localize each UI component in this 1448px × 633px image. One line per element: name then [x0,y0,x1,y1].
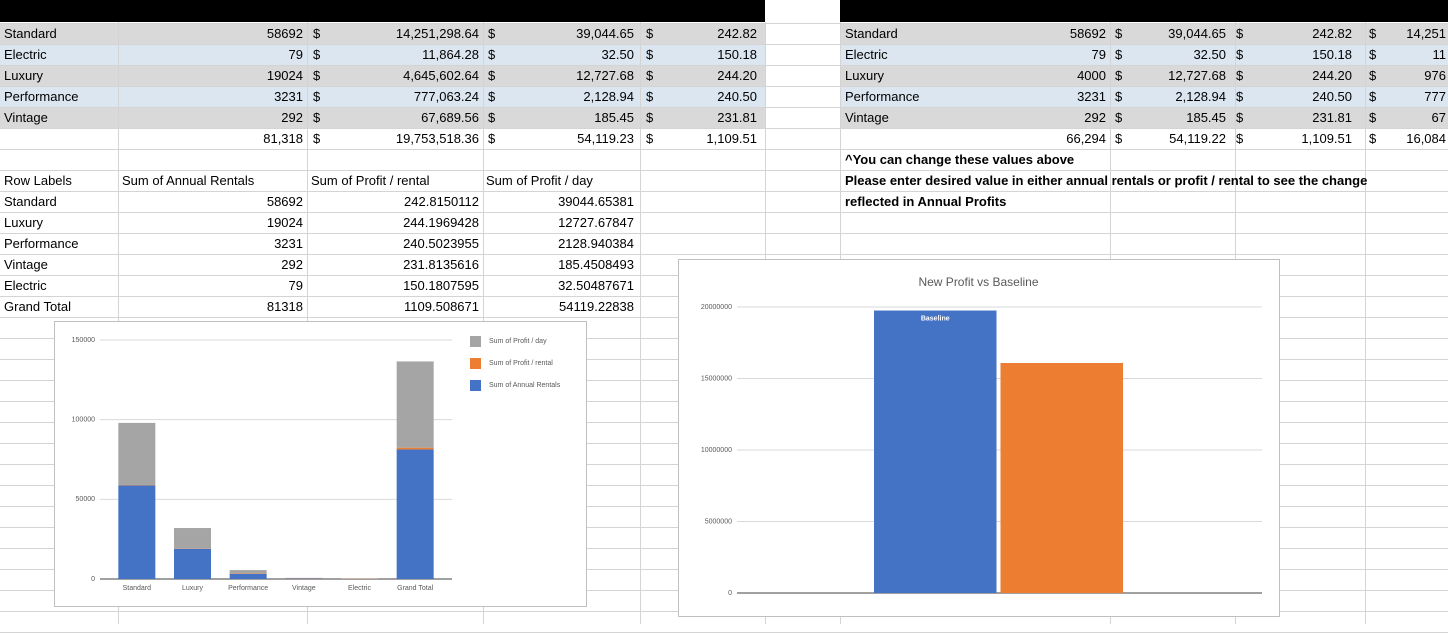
bar-segment [230,570,267,573]
legend-swatch [470,358,481,369]
bar-segment [118,423,155,485]
bar-segment [397,361,434,447]
y-tick-label: 20000000 [701,304,732,311]
x-tick-label: Grand Total [397,585,434,592]
bar-label: Baseline [921,315,950,322]
x-tick-label: Standard [123,585,152,592]
x-tick-label: Luxury [182,585,204,592]
bar-segment [174,528,211,548]
chart-title: New Profit vs Baseline [918,275,1038,289]
legend-swatch [470,380,481,391]
y-tick-label: 0 [91,576,95,583]
x-tick-label: Vintage [292,585,316,592]
y-tick-label: 50000 [76,496,96,503]
bar [1001,363,1124,593]
bar-segment [118,485,155,579]
x-tick-label: Performance [228,585,268,592]
legend-label: Sum of Profit / day [489,338,547,345]
bar-segment [174,549,211,579]
legend-label: Sum of Annual Rentals [489,382,561,389]
y-tick-label: 150000 [72,337,95,344]
legend-swatch [470,336,481,347]
y-tick-label: 10000000 [701,447,732,454]
y-tick-label: 100000 [72,417,95,424]
y-tick-label: 15000000 [701,375,732,382]
bar-segment [397,449,434,579]
x-tick-label: Electric [348,585,371,592]
bar [874,311,997,593]
bar-segment [230,574,267,579]
bar-segment [397,448,434,450]
legend-label: Sum of Profit / rental [489,360,553,367]
y-tick-label: 5000000 [705,518,732,525]
y-tick-label: 0 [728,590,732,597]
